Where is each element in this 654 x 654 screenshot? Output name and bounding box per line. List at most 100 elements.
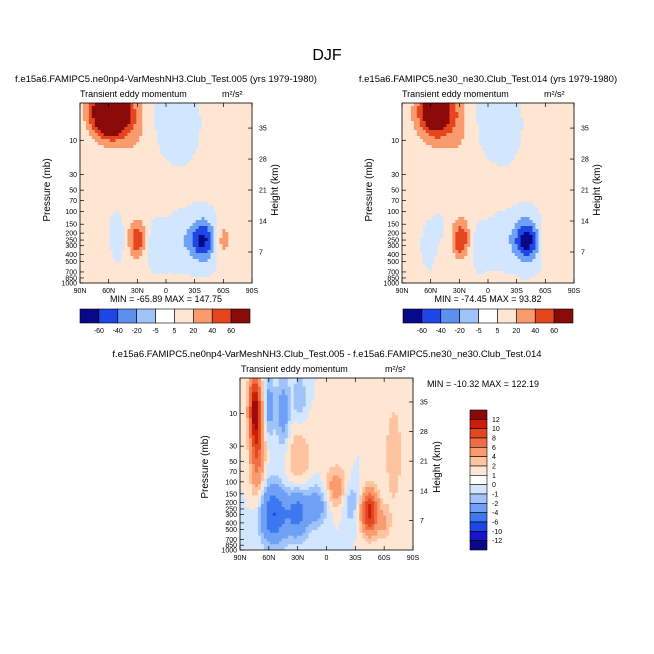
- field-cell: [511, 130, 516, 134]
- field-cell: [163, 160, 167, 164]
- field-cell: [100, 226, 105, 230]
- field-cell: [228, 238, 232, 242]
- field-cell: [249, 274, 253, 278]
- y-tick-label: 500: [65, 259, 77, 266]
- field-cell: [216, 187, 220, 191]
- field-cell: [568, 145, 572, 149]
- field-cell: [189, 184, 194, 188]
- field-cell: [186, 127, 191, 131]
- field-cell: [109, 235, 114, 239]
- field-cell: [204, 148, 208, 152]
- field-cell: [437, 115, 441, 119]
- field-cell: [177, 214, 182, 218]
- field-cell: [177, 187, 182, 191]
- field-cell: [133, 196, 137, 200]
- field-cell: [91, 256, 96, 260]
- field-cell: [240, 103, 244, 107]
- field-cell: [198, 199, 202, 203]
- field-cell: [189, 256, 194, 260]
- field-cell: [237, 208, 241, 212]
- field-cell: [428, 106, 433, 110]
- field-cell: [228, 163, 232, 167]
- field-cell: [163, 178, 167, 182]
- field-cell: [163, 238, 167, 242]
- field-cell: [198, 109, 202, 113]
- field-cell: [174, 193, 179, 197]
- field-cell: [458, 145, 462, 149]
- field-cell: [222, 115, 226, 119]
- field-cell: [160, 124, 164, 128]
- field-cell: [225, 121, 229, 125]
- field-cell: [139, 250, 143, 254]
- field-cell: [219, 265, 223, 269]
- field-cell: [177, 121, 182, 125]
- field-cell: [180, 217, 185, 221]
- field-cell: [547, 118, 551, 122]
- field-cell: [455, 130, 459, 134]
- field-cell: [467, 103, 471, 107]
- field-cell: [195, 133, 200, 137]
- field-cell: [109, 169, 114, 173]
- field-cell: [428, 148, 433, 152]
- field-cell: [455, 166, 459, 170]
- field-cell: [407, 127, 412, 131]
- field-cell: [482, 109, 486, 113]
- field-cell: [148, 166, 152, 170]
- field-cell: [237, 274, 241, 278]
- field-cell: [402, 121, 406, 125]
- field-cell: [106, 142, 111, 146]
- field-cell: [166, 280, 170, 284]
- field-cell: [85, 253, 90, 257]
- field-cell: [511, 118, 516, 122]
- field-cell: [240, 127, 244, 131]
- field-cell: [186, 244, 191, 248]
- field-cell: [97, 109, 102, 113]
- field-cell: [168, 124, 173, 128]
- field-cell: [243, 280, 247, 284]
- field-cell: [538, 133, 542, 137]
- field-cell: [416, 103, 421, 107]
- field-cell: [157, 106, 161, 110]
- field-cell: [449, 139, 453, 143]
- field-cell: [556, 124, 560, 128]
- field-cell: [189, 175, 194, 179]
- field-cell: [410, 148, 415, 152]
- field-cell: [130, 109, 134, 113]
- field-cell: [186, 256, 191, 260]
- field-cell: [127, 280, 131, 284]
- field-cell: [246, 190, 250, 194]
- field-cell: [422, 139, 427, 143]
- field-cell: [142, 226, 146, 230]
- field-cell: [166, 256, 170, 260]
- field-cell: [154, 184, 158, 188]
- field-cell: [473, 148, 477, 152]
- field-cell: [455, 136, 459, 140]
- field-cell: [210, 250, 214, 254]
- field-cell: [461, 166, 465, 170]
- field-cell: [148, 208, 152, 212]
- field-cell: [171, 220, 176, 224]
- field-cell: [136, 184, 140, 188]
- field-cell: [186, 157, 191, 161]
- field-cell: [195, 169, 200, 173]
- field-cell: [94, 106, 99, 110]
- field-cell: [467, 163, 471, 167]
- field-cell: [94, 175, 99, 179]
- field-cell: [204, 151, 208, 155]
- field-cell: [222, 253, 226, 257]
- field-cell: [505, 151, 510, 155]
- field-cell: [174, 103, 179, 107]
- field-cell: [166, 217, 170, 221]
- field-cell: [443, 166, 447, 170]
- field-cell: [559, 139, 563, 143]
- field-cell: [124, 139, 128, 143]
- field-cell: [207, 178, 211, 182]
- field-cell: [437, 169, 441, 173]
- field-cell: [112, 133, 116, 137]
- field-cell: [204, 235, 208, 239]
- field-cell: [222, 277, 226, 281]
- field-cell: [538, 157, 542, 161]
- field-cell: [204, 193, 208, 197]
- field-cell: [571, 154, 575, 158]
- field-cell: [219, 187, 223, 191]
